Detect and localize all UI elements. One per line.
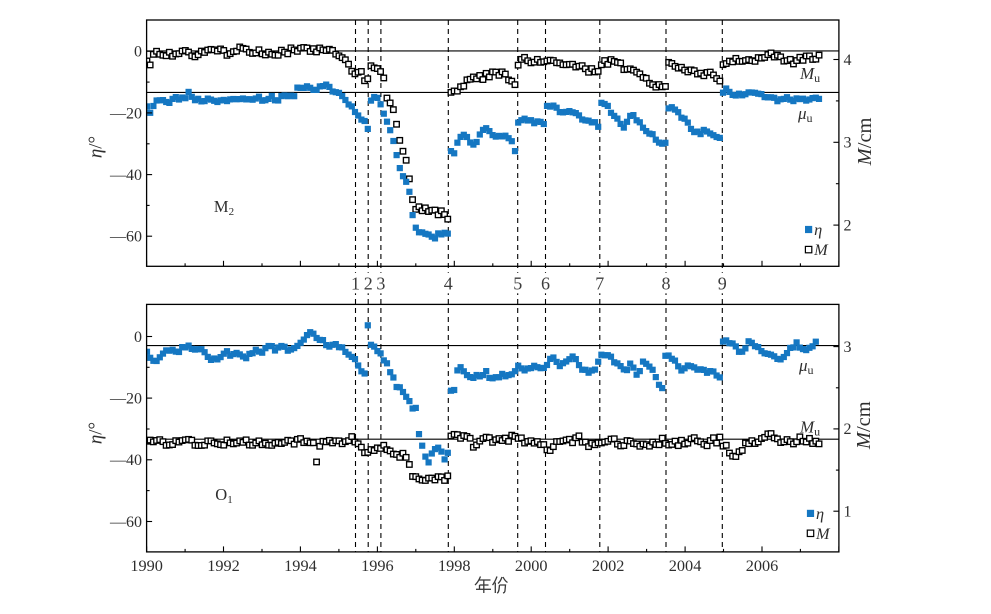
svg-text:1992: 1992	[207, 556, 240, 575]
svg-text:1994: 1994	[284, 556, 317, 575]
svg-text:—20: —20	[109, 105, 142, 122]
svg-text:0: 0	[134, 329, 142, 346]
svg-text:2002: 2002	[592, 556, 625, 575]
svg-text:η: η	[814, 220, 822, 239]
svg-text:η/°: η/°	[86, 422, 107, 444]
svg-text:9: 9	[718, 274, 727, 294]
svg-text:1: 1	[351, 274, 360, 294]
svg-text:1996: 1996	[361, 556, 394, 575]
svg-text:2006: 2006	[746, 556, 779, 575]
svg-text:2: 2	[364, 274, 373, 294]
svg-text:4: 4	[844, 52, 852, 69]
svg-text:η: η	[816, 504, 824, 523]
svg-text:3: 3	[376, 274, 385, 294]
svg-text:2004: 2004	[669, 556, 702, 575]
svg-text:—40: —40	[109, 452, 142, 469]
svg-text:—60: —60	[109, 514, 142, 531]
svg-text:1998: 1998	[438, 556, 471, 575]
svg-text:2: 2	[844, 217, 852, 234]
svg-text:5: 5	[513, 274, 522, 294]
svg-text:3: 3	[844, 339, 852, 356]
svg-text:M/cm: M/cm	[853, 401, 875, 450]
svg-text:η/°: η/°	[86, 136, 107, 158]
svg-text:M: M	[815, 524, 831, 543]
svg-text:1990: 1990	[130, 556, 163, 575]
svg-text:3: 3	[844, 135, 852, 152]
svg-text:M/cm: M/cm	[854, 117, 876, 166]
svg-text:4: 4	[444, 274, 453, 294]
svg-text:2: 2	[844, 421, 852, 438]
svg-text:1: 1	[844, 504, 852, 521]
svg-text:—60: —60	[109, 229, 142, 246]
svg-text:—20: —20	[109, 390, 142, 407]
svg-text:8: 8	[662, 274, 671, 294]
svg-text:6: 6	[541, 274, 550, 294]
svg-text:7: 7	[595, 274, 604, 294]
svg-text:2000: 2000	[515, 556, 548, 575]
svg-text:—40: —40	[109, 167, 142, 184]
svg-text:0: 0	[134, 44, 142, 61]
svg-text:M: M	[813, 240, 829, 259]
